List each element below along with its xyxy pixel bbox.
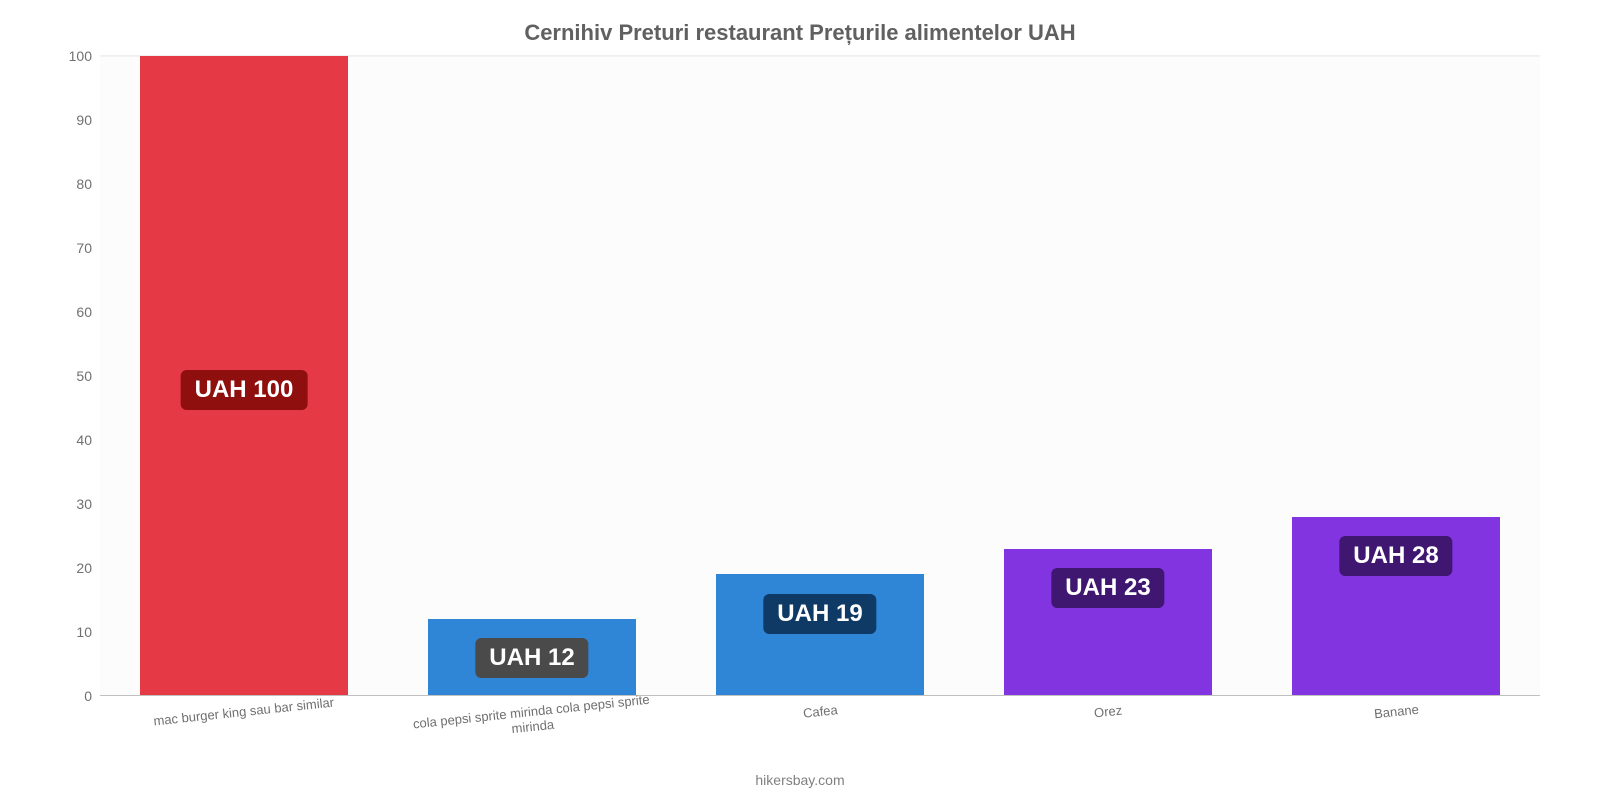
credit-text: hikersbay.com xyxy=(0,772,1600,788)
y-axis: 0102030405060708090100 xyxy=(40,56,100,696)
y-tick-label: 0 xyxy=(42,688,92,704)
value-badge: UAH 19 xyxy=(763,594,876,634)
bar: UAH 23 xyxy=(1004,549,1211,696)
bar-slot: UAH 12 xyxy=(388,56,676,696)
x-tick-label: mac burger king sau bar similar xyxy=(100,696,388,756)
y-tick-label: 20 xyxy=(42,560,92,576)
bar-slot: UAH 19 xyxy=(676,56,964,696)
bar-slot: UAH 100 xyxy=(100,56,388,696)
y-tick-label: 90 xyxy=(42,112,92,128)
bar-slot: UAH 23 xyxy=(964,56,1252,696)
y-tick-label: 70 xyxy=(42,240,92,256)
y-tick-label: 10 xyxy=(42,624,92,640)
x-tick-label: Banane xyxy=(1252,696,1540,756)
value-badge: UAH 12 xyxy=(475,638,588,678)
x-axis-labels: mac burger king sau bar similarcola peps… xyxy=(100,696,1540,756)
y-tick-label: 50 xyxy=(42,368,92,384)
chart-title: Cernihiv Preturi restaurant Prețurile al… xyxy=(40,20,1560,46)
x-tick-label: Cafea xyxy=(676,696,964,756)
bars-area: UAH 100 UAH 12 UAH 19 UAH 23 UAH 28 xyxy=(100,56,1540,696)
bar: UAH 19 xyxy=(716,574,923,696)
value-badge: UAH 28 xyxy=(1339,536,1452,576)
x-tick-label: cola pepsi sprite mirinda cola pepsi spr… xyxy=(388,696,676,756)
value-badge: UAH 23 xyxy=(1051,568,1164,608)
price-bar-chart: Cernihiv Preturi restaurant Prețurile al… xyxy=(0,0,1600,800)
y-tick-label: 100 xyxy=(42,48,92,64)
y-tick-label: 40 xyxy=(42,432,92,448)
value-badge: UAH 100 xyxy=(181,370,308,410)
y-tick-label: 30 xyxy=(42,496,92,512)
y-tick-label: 80 xyxy=(42,176,92,192)
bar: UAH 28 xyxy=(1292,517,1499,696)
bar-slot: UAH 28 xyxy=(1252,56,1540,696)
plot-frame: 0102030405060708090100 UAH 100UAH 12UAH … xyxy=(40,56,1560,696)
bar: UAH 100 xyxy=(140,56,347,696)
x-tick-label: Orez xyxy=(964,696,1252,756)
y-tick-label: 60 xyxy=(42,304,92,320)
bar: UAH 12 xyxy=(428,619,635,696)
